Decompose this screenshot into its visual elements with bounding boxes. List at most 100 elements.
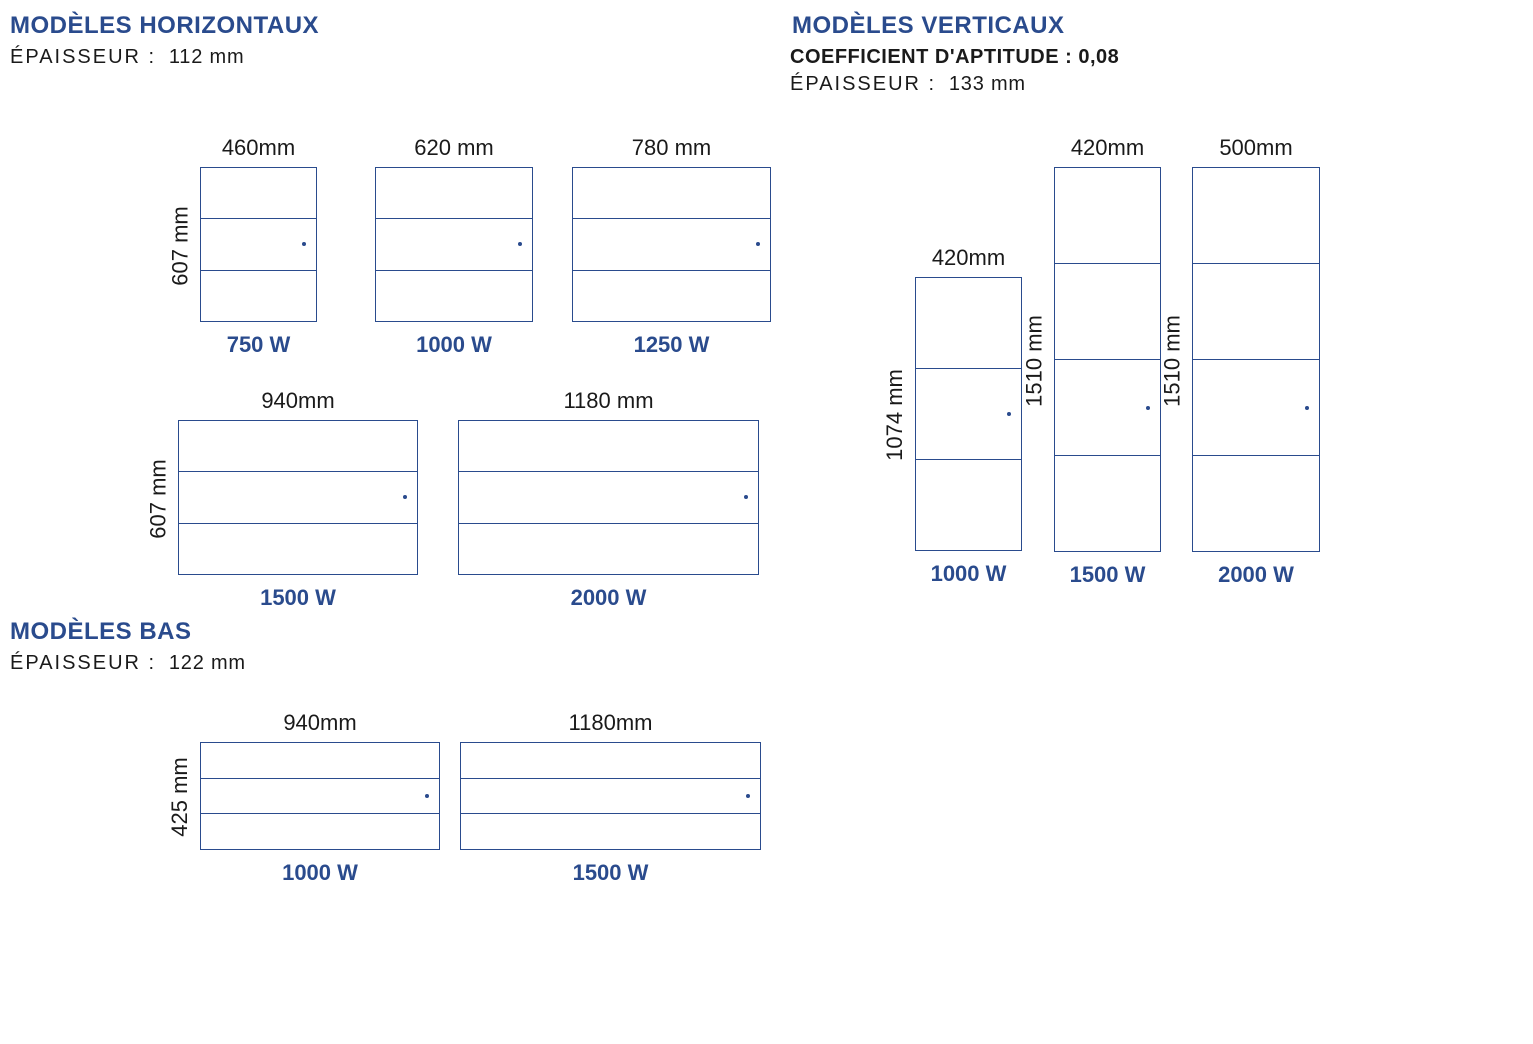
panel-segment bbox=[573, 219, 770, 270]
thickness-vertical-label: ÉPAISSEUR : bbox=[790, 73, 936, 95]
panel-segment bbox=[1055, 168, 1160, 264]
thickness-bas: ÉPAISSEUR : 122 mm bbox=[10, 652, 246, 675]
height-label: 1510 mm bbox=[1021, 168, 1047, 553]
product-v2000: 500mm2000 W1510 mm bbox=[1192, 135, 1320, 588]
thickness-horizontal-value: 112 mm bbox=[169, 46, 245, 68]
panel-segment bbox=[179, 472, 417, 523]
width-label: 940mm bbox=[178, 388, 418, 414]
width-label: 1180 mm bbox=[458, 388, 759, 414]
panel-segment bbox=[573, 271, 770, 321]
header-bas: MODÈLES BAS ÉPAISSEUR : 122 mm bbox=[10, 618, 246, 679]
power-label: 1250 W bbox=[572, 332, 771, 358]
panel-segment bbox=[916, 369, 1021, 460]
panel bbox=[375, 167, 533, 322]
panel bbox=[200, 167, 317, 322]
coeff-vertical-value: 0,08 bbox=[1078, 46, 1119, 68]
panel bbox=[1192, 167, 1320, 552]
panel bbox=[915, 277, 1022, 551]
panel-segment bbox=[201, 814, 439, 849]
panel-segment bbox=[201, 168, 316, 219]
panel-segment bbox=[459, 524, 758, 574]
panel-segment bbox=[376, 168, 532, 219]
panel-segment bbox=[461, 743, 760, 779]
coeff-vertical-label: COEFFICIENT D'APTITUDE : bbox=[790, 46, 1072, 68]
indicator-dot bbox=[1146, 406, 1150, 410]
panel-segment bbox=[1055, 456, 1160, 551]
power-label: 1000 W bbox=[915, 561, 1022, 587]
panel-segment bbox=[376, 219, 532, 270]
width-label: 460mm bbox=[200, 135, 317, 161]
power-label: 1500 W bbox=[460, 860, 761, 886]
panel-segment bbox=[179, 524, 417, 574]
product-h1000: 620 mm 1000 W bbox=[375, 135, 533, 358]
panel-segment bbox=[916, 278, 1021, 369]
product-b1000: 940mm1000 W425 mm bbox=[200, 710, 440, 886]
product-h2000: 1180 mm2000 W bbox=[458, 388, 759, 611]
title-vertical: MODÈLES VERTICAUX bbox=[792, 12, 1510, 40]
power-label: 1500 W bbox=[178, 585, 418, 611]
panel-segment bbox=[461, 779, 760, 815]
title-bas: MODÈLES BAS bbox=[10, 618, 246, 646]
height-label: 1074 mm bbox=[882, 278, 908, 552]
width-label: 420mm bbox=[1054, 135, 1161, 161]
panel-segment bbox=[201, 779, 439, 815]
indicator-dot bbox=[302, 242, 306, 246]
product-v1500: 420mm1500 W1510 mm bbox=[1054, 135, 1161, 588]
product-v1000: 420mm1000 W1074 mm bbox=[915, 245, 1022, 587]
panel-segment bbox=[201, 219, 316, 270]
panel-segment bbox=[376, 271, 532, 321]
power-label: 1500 W bbox=[1054, 562, 1161, 588]
product-h750: 460mm750 W607 mm bbox=[200, 135, 317, 358]
thickness-vertical-value: 133 mm bbox=[949, 73, 1026, 95]
panel-segment bbox=[179, 421, 417, 472]
title-horizontal: MODÈLES HORIZONTAUX bbox=[10, 12, 790, 40]
panel-segment bbox=[1055, 360, 1160, 456]
col-horizontal-header: MODÈLES HORIZONTAUX ÉPAISSEUR : 112 mm bbox=[10, 12, 790, 73]
indicator-dot bbox=[518, 242, 522, 246]
panel-segment bbox=[459, 421, 758, 472]
indicator-dot bbox=[425, 794, 429, 798]
indicator-dot bbox=[403, 495, 407, 499]
panel bbox=[458, 420, 759, 575]
panel bbox=[200, 742, 440, 850]
height-label: 607 mm bbox=[167, 168, 193, 323]
panel bbox=[178, 420, 418, 575]
panel-segment bbox=[461, 814, 760, 849]
header-columns: MODÈLES HORIZONTAUX ÉPAISSEUR : 112 mm M… bbox=[10, 12, 1523, 100]
product-h1250: 780 mm 1250 W bbox=[572, 135, 771, 358]
col-vertical-header: MODÈLES VERTICAUX COEFFICIENT D'APTITUDE… bbox=[790, 12, 1510, 100]
panel bbox=[1054, 167, 1161, 552]
power-label: 1000 W bbox=[375, 332, 533, 358]
width-label: 420mm bbox=[915, 245, 1022, 271]
power-label: 1000 W bbox=[200, 860, 440, 886]
panel-segment bbox=[1055, 264, 1160, 360]
indicator-dot bbox=[1305, 406, 1309, 410]
panel bbox=[572, 167, 771, 322]
width-label: 620 mm bbox=[375, 135, 533, 161]
panel bbox=[460, 742, 761, 850]
thickness-horizontal: ÉPAISSEUR : 112 mm bbox=[10, 46, 790, 69]
panel-segment bbox=[1193, 456, 1319, 551]
width-label: 780 mm bbox=[572, 135, 771, 161]
height-label: 607 mm bbox=[145, 421, 171, 576]
indicator-dot bbox=[756, 242, 760, 246]
indicator-dot bbox=[746, 794, 750, 798]
panel-segment bbox=[1193, 264, 1319, 360]
product-b1500: 1180mm 1500 W bbox=[460, 710, 761, 886]
panel-segment bbox=[201, 743, 439, 779]
power-label: 750 W bbox=[200, 332, 317, 358]
width-label: 1180mm bbox=[460, 710, 761, 736]
thickness-bas-label: ÉPAISSEUR : bbox=[10, 652, 156, 674]
panel-segment bbox=[573, 168, 770, 219]
width-label: 500mm bbox=[1192, 135, 1320, 161]
height-label: 425 mm bbox=[167, 743, 193, 851]
panel-segment bbox=[916, 460, 1021, 550]
panel-segment bbox=[201, 271, 316, 321]
indicator-dot bbox=[744, 495, 748, 499]
indicator-dot bbox=[1007, 412, 1011, 416]
panel-segment bbox=[459, 472, 758, 523]
thickness-horizontal-label: ÉPAISSEUR : bbox=[10, 46, 156, 68]
page-root: MODÈLES HORIZONTAUX ÉPAISSEUR : 112 mm M… bbox=[0, 0, 1533, 1044]
power-label: 2000 W bbox=[1192, 562, 1320, 588]
thickness-bas-value: 122 mm bbox=[169, 652, 246, 674]
